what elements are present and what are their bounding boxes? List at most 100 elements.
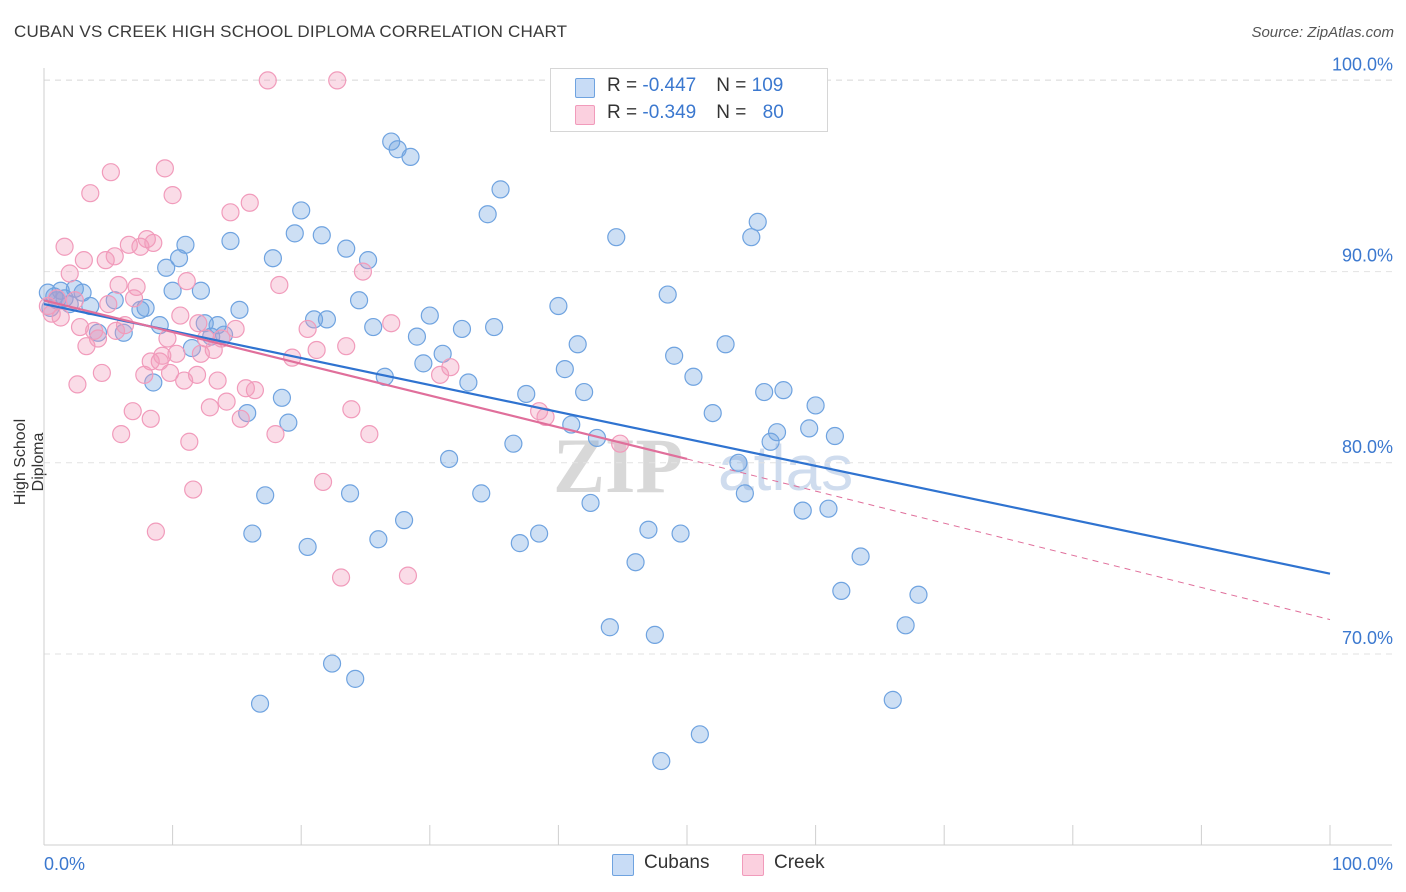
creek-point bbox=[99, 295, 118, 314]
cubans-point bbox=[349, 291, 369, 310]
cubans-point bbox=[909, 585, 928, 604]
x-tick-label-max: 100.0% bbox=[1332, 854, 1393, 874]
creek-point bbox=[313, 472, 333, 492]
creek-point bbox=[123, 402, 142, 421]
cubans-point bbox=[401, 147, 420, 166]
creek-point bbox=[200, 398, 219, 417]
cubans-point bbox=[761, 432, 780, 451]
creek-point bbox=[105, 247, 124, 266]
creek-point bbox=[74, 251, 93, 270]
creek-point bbox=[70, 317, 90, 337]
watermark-zip: ZIP bbox=[553, 422, 683, 509]
cubans-point bbox=[491, 180, 510, 199]
cubans-point bbox=[690, 725, 709, 744]
cubans-point bbox=[652, 751, 671, 771]
creek-point bbox=[331, 568, 351, 587]
cubans-point bbox=[832, 581, 851, 601]
cubans-point bbox=[626, 553, 645, 572]
cubans-point bbox=[793, 501, 812, 520]
creek-point bbox=[307, 340, 326, 360]
cubans-point bbox=[304, 310, 324, 329]
cubans-point bbox=[504, 434, 523, 453]
cubans-point bbox=[800, 419, 819, 438]
creek-point bbox=[208, 371, 227, 390]
cubans-point bbox=[272, 388, 292, 407]
cubans-point bbox=[340, 484, 360, 503]
cubans-point bbox=[369, 530, 388, 549]
creek-point bbox=[187, 365, 207, 384]
cubans-point bbox=[439, 449, 459, 469]
cubans-point bbox=[716, 335, 735, 354]
creek-point bbox=[217, 392, 236, 411]
creek-point bbox=[68, 375, 87, 394]
creek-point bbox=[189, 314, 208, 333]
cubans-point bbox=[243, 524, 262, 543]
cubans-point bbox=[312, 226, 331, 245]
cubans-point bbox=[292, 201, 311, 220]
x-tick-label-min: 0.0% bbox=[44, 854, 85, 874]
creek-point bbox=[328, 71, 347, 90]
cubans-point bbox=[555, 360, 574, 379]
creek-point bbox=[245, 381, 265, 400]
creek-point bbox=[127, 277, 146, 296]
cubans-point bbox=[73, 283, 92, 302]
creek-point bbox=[226, 319, 245, 339]
creek-point bbox=[119, 235, 138, 254]
creek-point bbox=[258, 71, 277, 90]
cubans-point bbox=[774, 381, 793, 400]
cubans-point bbox=[549, 296, 568, 316]
cubans-point bbox=[729, 453, 748, 472]
cubans-point bbox=[420, 306, 439, 325]
cubans-point bbox=[825, 426, 844, 446]
creek-point bbox=[177, 272, 196, 291]
cubans-point bbox=[767, 423, 787, 442]
creek-point bbox=[51, 308, 70, 327]
cubans-point bbox=[517, 384, 536, 404]
cubans-point bbox=[279, 413, 298, 432]
cubans-point bbox=[163, 281, 182, 300]
cubans-point bbox=[665, 346, 684, 365]
cubans-point bbox=[703, 403, 722, 423]
y-tick-label-100: 100.0% bbox=[1332, 54, 1393, 74]
cubans-point bbox=[191, 281, 210, 300]
creek-point bbox=[342, 400, 361, 419]
cubans-point bbox=[883, 690, 902, 709]
cubans-point bbox=[671, 524, 690, 543]
cubans-point bbox=[742, 228, 761, 247]
creek-point bbox=[270, 275, 289, 295]
cubans-point bbox=[322, 654, 342, 673]
creek-point bbox=[231, 409, 250, 428]
y-tick-label-70: 70.0% bbox=[1342, 628, 1393, 648]
cubans-point bbox=[157, 258, 176, 277]
cubans-point bbox=[645, 625, 664, 644]
cubans-point bbox=[263, 249, 283, 268]
cubans-point bbox=[755, 382, 774, 402]
legend-text-cubans: R = -0.447 N = 109 bbox=[607, 75, 784, 96]
cubans-point bbox=[337, 239, 356, 258]
cubans-point bbox=[607, 228, 626, 247]
cubans-point bbox=[896, 616, 915, 635]
creek-trend-extension bbox=[686, 458, 1331, 621]
cubans-point bbox=[358, 251, 378, 270]
creek-point bbox=[106, 321, 126, 340]
cubans-point bbox=[452, 319, 472, 339]
cubans-point bbox=[298, 537, 317, 557]
creek-point bbox=[353, 262, 373, 281]
legend-text-creek: R = -0.349 N = 80 bbox=[607, 102, 784, 123]
creek-point bbox=[441, 358, 460, 377]
cubans-point bbox=[433, 344, 452, 363]
cubans-point bbox=[414, 354, 433, 373]
creek-point bbox=[55, 237, 74, 256]
cubans-point bbox=[735, 484, 754, 503]
creek-point bbox=[163, 186, 182, 205]
cubans-point bbox=[568, 335, 587, 354]
creek-point bbox=[337, 337, 356, 356]
cubans-point bbox=[407, 327, 427, 346]
creek-point bbox=[144, 233, 163, 253]
cubans-point bbox=[364, 317, 383, 337]
cubans-point bbox=[581, 493, 600, 513]
cubans-point bbox=[748, 212, 767, 231]
cubans-point bbox=[256, 486, 275, 505]
cubans-point bbox=[658, 285, 677, 304]
